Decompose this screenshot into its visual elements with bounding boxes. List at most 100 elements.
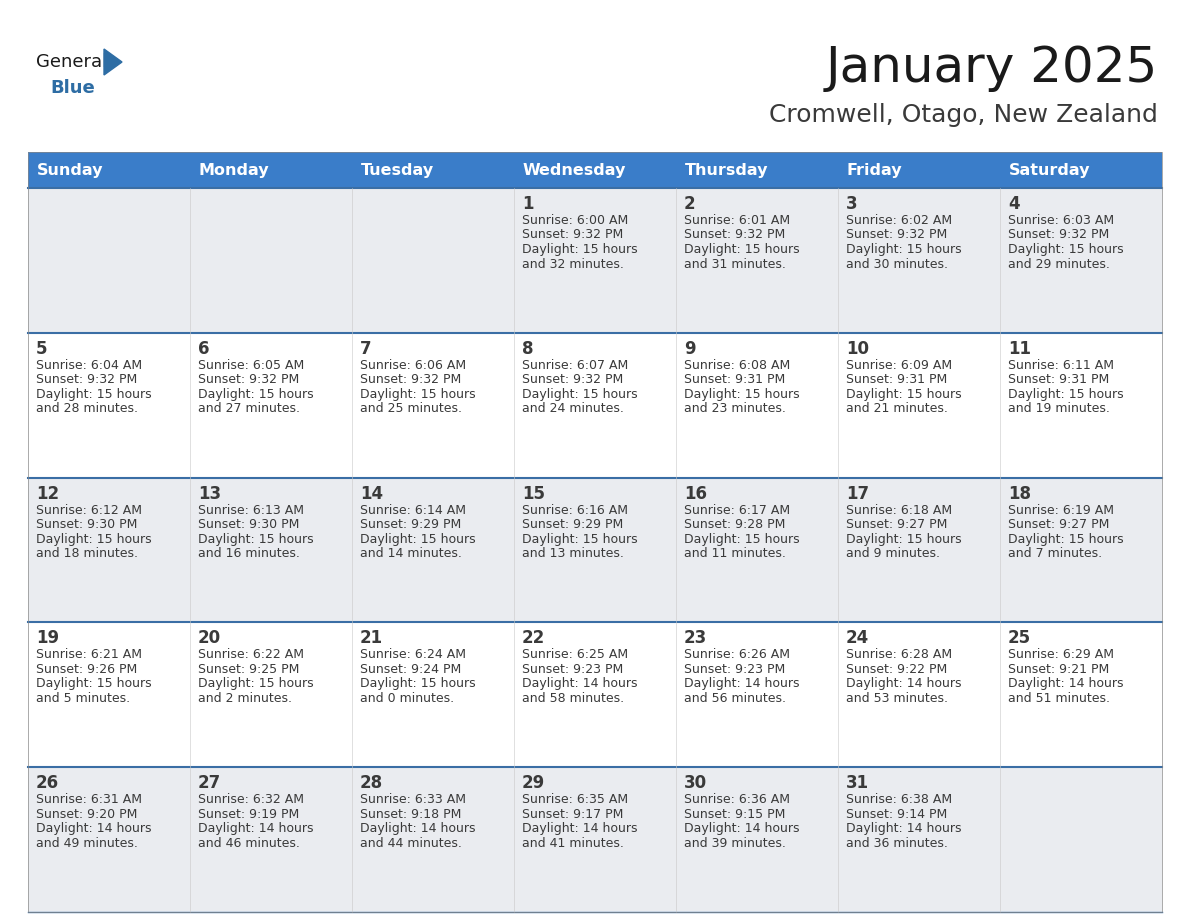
Bar [1000, 333, 1162, 477]
Polygon shape [105, 49, 122, 75]
Text: Sunset: 9:18 PM: Sunset: 9:18 PM [360, 808, 461, 821]
Bar [190, 767, 352, 912]
Text: Daylight: 15 hours: Daylight: 15 hours [360, 532, 475, 545]
Text: Sunset: 9:23 PM: Sunset: 9:23 PM [522, 663, 624, 676]
Text: Sunset: 9:31 PM: Sunset: 9:31 PM [684, 374, 785, 386]
Text: 10: 10 [846, 340, 868, 358]
Text: Sunset: 9:21 PM: Sunset: 9:21 PM [1007, 663, 1110, 676]
Text: 4: 4 [1007, 195, 1019, 213]
Text: Daylight: 15 hours: Daylight: 15 hours [198, 532, 314, 545]
Bar [514, 622, 676, 767]
Text: Sunset: 9:25 PM: Sunset: 9:25 PM [198, 663, 299, 676]
Text: Daylight: 15 hours: Daylight: 15 hours [846, 243, 961, 256]
Text: Sunrise: 6:03 AM: Sunrise: 6:03 AM [1007, 214, 1114, 227]
Text: Sunrise: 6:21 AM: Sunrise: 6:21 AM [36, 648, 143, 661]
Text: Sunset: 9:22 PM: Sunset: 9:22 PM [846, 663, 947, 676]
Text: Sunset: 9:32 PM: Sunset: 9:32 PM [522, 374, 624, 386]
Bar [190, 333, 352, 477]
Text: Sunrise: 6:28 AM: Sunrise: 6:28 AM [846, 648, 952, 661]
Text: Sunrise: 6:22 AM: Sunrise: 6:22 AM [198, 648, 304, 661]
Bar [514, 767, 676, 912]
Text: Daylight: 15 hours: Daylight: 15 hours [684, 532, 800, 545]
Text: Sunrise: 6:04 AM: Sunrise: 6:04 AM [36, 359, 143, 372]
Text: Sunset: 9:24 PM: Sunset: 9:24 PM [360, 663, 461, 676]
Text: and 29 minutes.: and 29 minutes. [1007, 258, 1110, 271]
Text: Sunrise: 6:01 AM: Sunrise: 6:01 AM [684, 214, 790, 227]
Bar [676, 622, 838, 767]
Bar [352, 152, 514, 188]
Text: and 30 minutes.: and 30 minutes. [846, 258, 948, 271]
Bar [29, 767, 190, 912]
Text: Daylight: 15 hours: Daylight: 15 hours [360, 677, 475, 690]
Text: Daylight: 15 hours: Daylight: 15 hours [684, 243, 800, 256]
Text: 21: 21 [360, 630, 383, 647]
Text: Sunrise: 6:13 AM: Sunrise: 6:13 AM [198, 504, 304, 517]
Bar [352, 333, 514, 477]
Text: Sunset: 9:14 PM: Sunset: 9:14 PM [846, 808, 947, 821]
Text: January 2025: January 2025 [826, 44, 1158, 92]
Text: 16: 16 [684, 485, 707, 502]
Text: Daylight: 15 hours: Daylight: 15 hours [522, 532, 638, 545]
Text: Daylight: 14 hours: Daylight: 14 hours [1007, 677, 1124, 690]
Text: 19: 19 [36, 630, 59, 647]
Bar [838, 767, 1000, 912]
Text: Sunset: 9:19 PM: Sunset: 9:19 PM [198, 808, 299, 821]
Text: and 13 minutes.: and 13 minutes. [522, 547, 624, 560]
Text: Daylight: 15 hours: Daylight: 15 hours [522, 243, 638, 256]
Text: and 24 minutes.: and 24 minutes. [522, 402, 624, 415]
Text: Sunrise: 6:11 AM: Sunrise: 6:11 AM [1007, 359, 1114, 372]
Text: 27: 27 [198, 774, 221, 792]
Text: and 36 minutes.: and 36 minutes. [846, 836, 948, 850]
Text: Sunset: 9:26 PM: Sunset: 9:26 PM [36, 663, 138, 676]
Text: and 11 minutes.: and 11 minutes. [684, 547, 786, 560]
Text: 14: 14 [360, 485, 383, 502]
Text: Sunrise: 6:14 AM: Sunrise: 6:14 AM [360, 504, 466, 517]
Bar [1000, 152, 1162, 188]
Text: Sunrise: 6:24 AM: Sunrise: 6:24 AM [360, 648, 466, 661]
Text: 20: 20 [198, 630, 221, 647]
Text: Sunrise: 6:12 AM: Sunrise: 6:12 AM [36, 504, 143, 517]
Text: 28: 28 [360, 774, 383, 792]
Text: Daylight: 14 hours: Daylight: 14 hours [198, 823, 314, 835]
Text: Sunrise: 6:05 AM: Sunrise: 6:05 AM [198, 359, 304, 372]
Text: and 5 minutes.: and 5 minutes. [36, 692, 131, 705]
Text: 25: 25 [1007, 630, 1031, 647]
Text: Daylight: 14 hours: Daylight: 14 hours [684, 677, 800, 690]
Text: Sunrise: 6:26 AM: Sunrise: 6:26 AM [684, 648, 790, 661]
Text: Sunset: 9:32 PM: Sunset: 9:32 PM [846, 229, 947, 241]
Text: Daylight: 14 hours: Daylight: 14 hours [522, 823, 638, 835]
Text: Sunrise: 6:18 AM: Sunrise: 6:18 AM [846, 504, 952, 517]
Text: and 32 minutes.: and 32 minutes. [522, 258, 624, 271]
Text: 15: 15 [522, 485, 545, 502]
Text: Sunset: 9:32 PM: Sunset: 9:32 PM [1007, 229, 1110, 241]
Bar [514, 333, 676, 477]
Text: and 25 minutes.: and 25 minutes. [360, 402, 462, 415]
Text: Cromwell, Otago, New Zealand: Cromwell, Otago, New Zealand [769, 103, 1158, 127]
Text: Daylight: 14 hours: Daylight: 14 hours [36, 823, 152, 835]
Text: Sunrise: 6:19 AM: Sunrise: 6:19 AM [1007, 504, 1114, 517]
Text: Sunset: 9:30 PM: Sunset: 9:30 PM [36, 518, 138, 532]
Text: Sunset: 9:32 PM: Sunset: 9:32 PM [36, 374, 138, 386]
Bar [1000, 622, 1162, 767]
Text: Sunrise: 6:06 AM: Sunrise: 6:06 AM [360, 359, 466, 372]
Text: Daylight: 14 hours: Daylight: 14 hours [522, 677, 638, 690]
Bar [190, 622, 352, 767]
Text: Saturday: Saturday [1009, 162, 1091, 177]
Text: 3: 3 [846, 195, 858, 213]
Text: Daylight: 15 hours: Daylight: 15 hours [846, 532, 961, 545]
Bar [29, 333, 190, 477]
Text: and 44 minutes.: and 44 minutes. [360, 836, 462, 850]
Text: Sunrise: 6:36 AM: Sunrise: 6:36 AM [684, 793, 790, 806]
Text: Sunrise: 6:16 AM: Sunrise: 6:16 AM [522, 504, 628, 517]
Bar [676, 767, 838, 912]
Text: Sunset: 9:32 PM: Sunset: 9:32 PM [198, 374, 299, 386]
Text: Sunrise: 6:38 AM: Sunrise: 6:38 AM [846, 793, 952, 806]
Text: Daylight: 15 hours: Daylight: 15 hours [684, 387, 800, 401]
Text: Daylight: 15 hours: Daylight: 15 hours [36, 532, 152, 545]
Text: Daylight: 15 hours: Daylight: 15 hours [36, 677, 152, 690]
Text: and 16 minutes.: and 16 minutes. [198, 547, 299, 560]
Text: Sunrise: 6:29 AM: Sunrise: 6:29 AM [1007, 648, 1114, 661]
Text: Daylight: 15 hours: Daylight: 15 hours [1007, 532, 1124, 545]
Text: Tuesday: Tuesday [361, 162, 434, 177]
Text: Sunset: 9:29 PM: Sunset: 9:29 PM [522, 518, 624, 532]
